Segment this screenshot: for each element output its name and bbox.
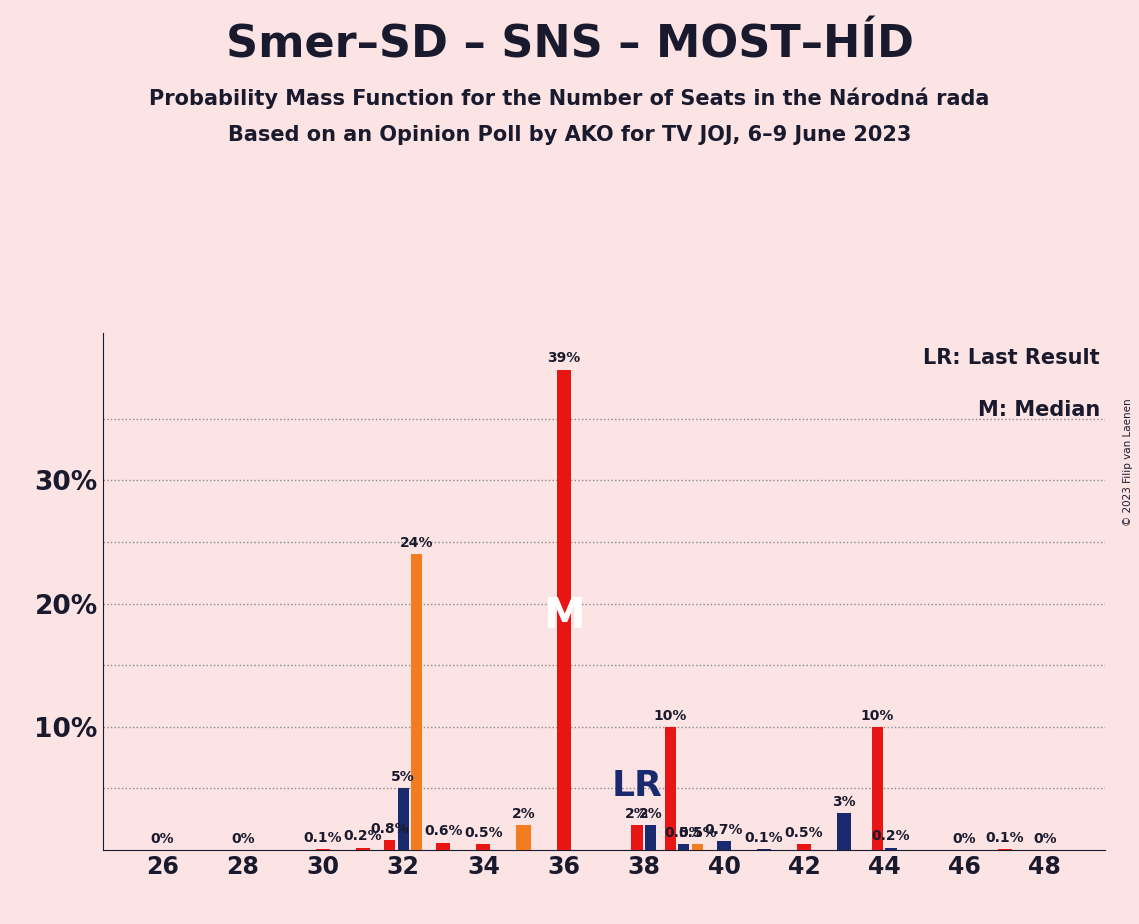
- Bar: [678, 844, 689, 850]
- Bar: [357, 847, 370, 850]
- Text: 0.5%: 0.5%: [785, 826, 823, 840]
- Bar: [398, 788, 409, 850]
- Text: 39%: 39%: [547, 351, 580, 365]
- Text: 0.5%: 0.5%: [664, 826, 703, 840]
- Bar: [557, 370, 571, 850]
- Text: 0.6%: 0.6%: [424, 824, 462, 838]
- Text: 0.5%: 0.5%: [464, 826, 502, 840]
- Text: 0.8%: 0.8%: [370, 822, 409, 836]
- Bar: [837, 813, 851, 850]
- Text: 0.1%: 0.1%: [985, 831, 1024, 845]
- Text: Smer–SD – SNS – MOST–HÍD: Smer–SD – SNS – MOST–HÍD: [226, 23, 913, 67]
- Text: 0%: 0%: [150, 832, 174, 845]
- Text: Based on an Opinion Poll by AKO for TV JOJ, 6–9 June 2023: Based on an Opinion Poll by AKO for TV J…: [228, 125, 911, 145]
- Bar: [316, 849, 330, 850]
- Bar: [797, 844, 811, 850]
- Text: 0.1%: 0.1%: [745, 831, 784, 845]
- Bar: [872, 727, 883, 850]
- Text: © 2023 Filip van Laenen: © 2023 Filip van Laenen: [1123, 398, 1133, 526]
- Text: 2%: 2%: [625, 808, 649, 821]
- Bar: [436, 843, 450, 850]
- Text: 3%: 3%: [833, 795, 857, 808]
- Text: 0%: 0%: [952, 832, 976, 845]
- Text: 2%: 2%: [639, 808, 663, 821]
- Text: 0.2%: 0.2%: [871, 830, 910, 844]
- Text: 24%: 24%: [400, 536, 434, 550]
- Text: 0.1%: 0.1%: [304, 831, 343, 845]
- Text: 0%: 0%: [231, 832, 255, 845]
- Bar: [516, 825, 531, 850]
- Text: LR: LR: [612, 770, 663, 803]
- Text: M: Median: M: Median: [977, 400, 1100, 419]
- Text: 0.7%: 0.7%: [705, 823, 744, 837]
- Text: 5%: 5%: [392, 771, 415, 784]
- Text: 2%: 2%: [511, 808, 535, 821]
- Bar: [384, 840, 395, 850]
- Bar: [998, 849, 1011, 850]
- Text: LR: Last Result: LR: Last Result: [924, 348, 1100, 368]
- Text: M: M: [543, 595, 584, 637]
- Text: 10%: 10%: [654, 709, 687, 723]
- Bar: [885, 847, 896, 850]
- Bar: [631, 825, 642, 850]
- Bar: [716, 842, 731, 850]
- Bar: [645, 825, 656, 850]
- Bar: [665, 727, 677, 850]
- Text: 10%: 10%: [861, 709, 894, 723]
- Bar: [476, 844, 491, 850]
- Text: Probability Mass Function for the Number of Seats in the Národná rada: Probability Mass Function for the Number…: [149, 88, 990, 109]
- Text: 0.2%: 0.2%: [344, 830, 383, 844]
- Bar: [691, 844, 703, 850]
- Bar: [757, 849, 771, 850]
- Bar: [411, 554, 423, 850]
- Text: 0.5%: 0.5%: [678, 826, 716, 840]
- Text: 0%: 0%: [1033, 832, 1057, 845]
